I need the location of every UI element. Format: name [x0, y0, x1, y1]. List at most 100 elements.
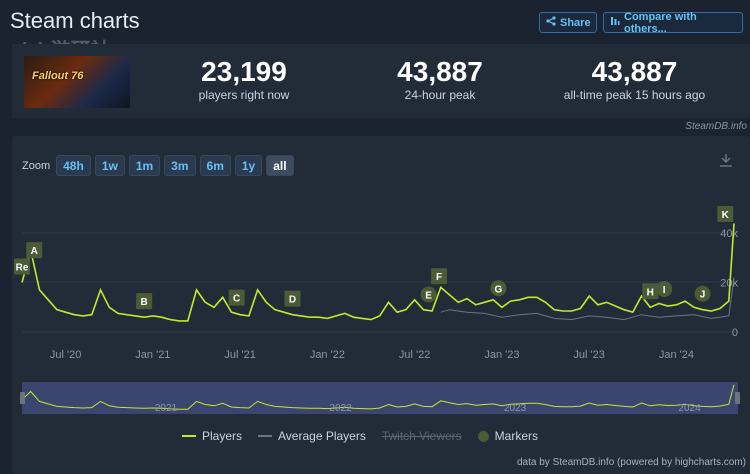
- marker-label: I: [663, 285, 666, 296]
- marker-label: Re: [16, 263, 29, 274]
- zoom-label: Zoom: [22, 159, 51, 172]
- download-icon[interactable]: [718, 152, 734, 168]
- marker-shape: [420, 286, 437, 303]
- header-bar: Steam charts (+) 游研社 Share Compare with …: [0, 0, 750, 62]
- navigator-year: 2024: [678, 403, 701, 414]
- marker-shape: [490, 280, 507, 297]
- y-tick-label: 40k: [720, 228, 738, 240]
- marker-d[interactable]: D: [284, 290, 301, 307]
- legend-players-swatch: [182, 435, 196, 437]
- zoom-1w-button[interactable]: 1w: [94, 155, 125, 176]
- marker-f[interactable]: F: [431, 268, 448, 285]
- chart-panel: Zoom 48h 1w 1m 3m 6m 1y all 0 20k 40k Jul …: [12, 136, 750, 474]
- marker-label: A: [31, 246, 38, 257]
- navigator-year: 2023: [504, 403, 527, 414]
- navigator[interactable]: 2021 2022 2023 2024: [20, 382, 740, 414]
- stat-label: players right now: [198, 88, 290, 102]
- x-tick-label: Jan '22: [310, 349, 345, 361]
- legend-average-swatch: [258, 435, 273, 437]
- zoom-1m-button[interactable]: 1m: [128, 155, 161, 176]
- navigator-year: 2021: [155, 403, 178, 414]
- marker-label: D: [289, 295, 296, 306]
- marker-shape: [656, 281, 673, 298]
- navigator-range: [22, 382, 738, 414]
- marker-e[interactable]: E: [420, 286, 437, 303]
- marker-c[interactable]: C: [228, 289, 245, 306]
- stat-all-time-peak: 43,887 all-time peak 15 hours ago: [562, 56, 707, 102]
- marker-shape: [26, 242, 43, 259]
- legend-players[interactable]: Players: [182, 429, 242, 443]
- legend-twitch[interactable]: Twitch Viewers: [382, 429, 462, 443]
- marker-label: B: [141, 297, 148, 308]
- stat-value: 23,199: [201, 56, 287, 87]
- marker-k[interactable]: K: [717, 206, 734, 222]
- stat-current-players: 23,199 players right now: [174, 56, 314, 102]
- marker-shape: [642, 283, 659, 300]
- y-grid: [22, 232, 738, 333]
- marker-re[interactable]: Re: [14, 258, 30, 275]
- legend-average[interactable]: Average Players: [258, 429, 366, 443]
- marker-h[interactable]: H: [642, 283, 659, 300]
- legend-players-label: Players: [202, 429, 243, 443]
- x-tick-label: Jul '23: [573, 349, 604, 361]
- navigator-handle-right[interactable]: [735, 392, 740, 404]
- navigator-year-labels: 2021 2022 2023 2024: [155, 403, 701, 414]
- zoom-all-button[interactable]: all: [266, 155, 294, 176]
- marker-shape: [228, 289, 245, 306]
- site-credit[interactable]: SteamDB.info: [685, 121, 747, 132]
- compare-icon: [610, 16, 620, 29]
- stat-label: all-time peak 15 hours ago: [563, 88, 706, 102]
- marker-label: F: [436, 272, 442, 283]
- zoom-1y-button[interactable]: 1y: [234, 155, 263, 176]
- navigator-line: [21, 384, 735, 410]
- marker-i[interactable]: I: [656, 281, 673, 298]
- marker-shape: [717, 206, 734, 222]
- marker-shape: [136, 293, 153, 310]
- marker-shape: [14, 258, 30, 275]
- marker-a[interactable]: A: [26, 242, 43, 259]
- marker-label: G: [495, 284, 503, 295]
- chart-footer[interactable]: data by SteamDB.info (powered by highcha…: [517, 457, 746, 468]
- navigator-handle-left[interactable]: [20, 392, 25, 404]
- zoom-controls: Zoom 48h 1w 1m 3m 6m 1y all: [22, 155, 294, 176]
- stat-24h-peak: 43,887 24-hour peak: [370, 56, 510, 102]
- legend-markers[interactable]: Markers: [477, 429, 538, 443]
- x-tick-label: Jul '22: [399, 349, 430, 361]
- x-tick-label: Jan '23: [484, 349, 519, 361]
- zoom-48h-button[interactable]: 48h: [56, 155, 91, 176]
- marker-label: C: [233, 294, 240, 305]
- players-line: [21, 223, 735, 322]
- legend-twitch-label: Twitch Viewers: [381, 429, 462, 443]
- marker-b[interactable]: B: [136, 293, 153, 310]
- marker-j[interactable]: J: [694, 285, 711, 302]
- navigator-year: 2022: [329, 403, 352, 414]
- marker-shape: [694, 285, 711, 302]
- marker-shape: [431, 268, 448, 285]
- compare-button[interactable]: Compare with others...: [603, 10, 743, 35]
- share-label: Share: [560, 16, 591, 29]
- stat-label: 24-hour peak: [404, 88, 476, 102]
- marker-label: E: [425, 290, 432, 301]
- marker-shape: [284, 290, 301, 307]
- share-icon: [546, 16, 556, 29]
- marker-label: K: [722, 210, 730, 221]
- x-tick-labels: Jul '20 Jan '21 Jul '21 Jan '22 Jul '22 Jan '…: [50, 349, 694, 361]
- stat-value: 43,887: [591, 56, 678, 87]
- x-tick-label: Jul '21: [224, 349, 255, 361]
- zoom-3m-button[interactable]: 3m: [164, 155, 196, 176]
- legend-average-label: Average Players: [278, 429, 366, 443]
- marker-label: J: [700, 290, 706, 301]
- average-players-line: [440, 277, 735, 321]
- x-tick-label: Jul '20: [50, 349, 81, 361]
- zoom-6m-button[interactable]: 6m: [199, 155, 231, 176]
- chart-legend: Players Average Players Twitch Viewers M…: [182, 429, 538, 443]
- game-logo: Fallout 76: [32, 70, 84, 82]
- share-button[interactable]: Share: [539, 12, 597, 33]
- compare-label: Compare with others...: [624, 10, 697, 35]
- x-tick-label: Jan '21: [135, 349, 170, 361]
- stats-panel: Fallout 76 23,199 players right now 43,8…: [12, 44, 750, 118]
- marker-g[interactable]: G: [490, 280, 507, 297]
- game-cover-image[interactable]: Fallout 76: [24, 56, 130, 108]
- x-tick-label: Jan '24: [659, 349, 694, 361]
